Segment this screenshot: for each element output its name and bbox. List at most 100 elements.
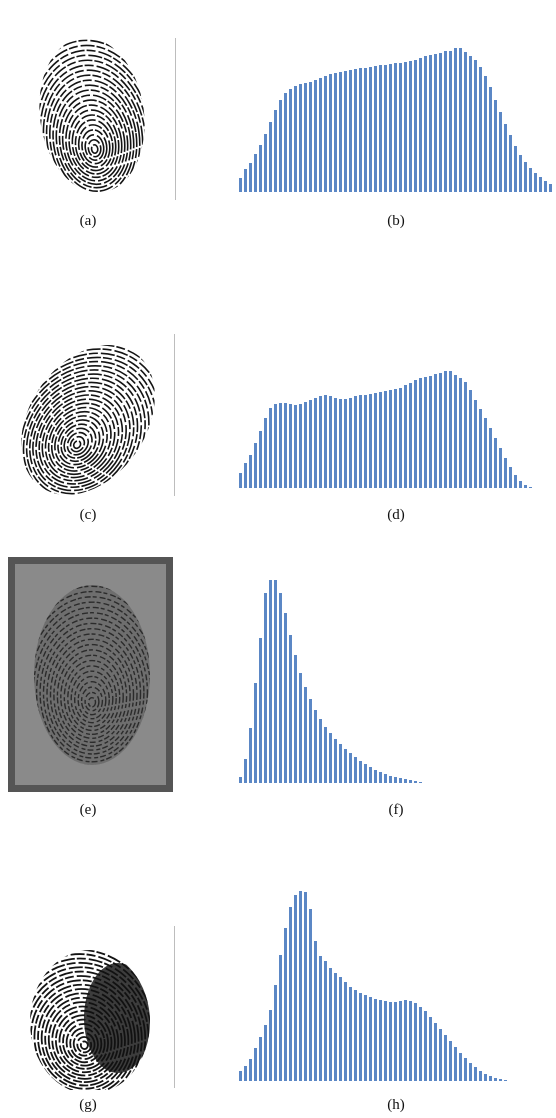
histogram-bar: [449, 371, 452, 488]
histogram-bar: [324, 395, 327, 488]
ridge-line: [80, 686, 104, 716]
histogram-bar: [299, 84, 302, 192]
histogram-bar: [414, 1003, 417, 1081]
histogram-bar: [464, 382, 467, 488]
histogram-bar: [339, 744, 342, 783]
histogram-bar: [449, 1041, 452, 1081]
histogram-bar: [354, 69, 357, 192]
histogram-bar: [429, 1017, 432, 1081]
histogram-bar: [499, 448, 502, 488]
histogram-bar: [334, 739, 337, 783]
histogram-bar: [404, 1000, 407, 1081]
histogram-bar: [379, 772, 382, 783]
histogram-bar: [239, 1071, 242, 1081]
histogram-bar: [339, 72, 342, 192]
histogram-bar: [449, 51, 452, 192]
histogram-bar: [439, 53, 442, 192]
histogram-bar: [489, 1076, 492, 1081]
ridge-line: [29, 30, 155, 200]
histogram-bar: [344, 749, 347, 783]
histogram-d: [236, 300, 556, 492]
histogram-bar: [349, 70, 352, 192]
histogram-bar: [294, 405, 297, 488]
histogram-bar: [279, 100, 282, 192]
histogram-bar: [334, 73, 337, 192]
histogram-bar: [439, 373, 442, 488]
histogram-bar: [349, 753, 352, 783]
histogram-bar: [254, 443, 257, 488]
ridge-line: [29, 30, 155, 200]
ridge-line: [60, 654, 124, 739]
histogram-bar: [379, 65, 382, 192]
histogram-bar: [269, 580, 272, 783]
histogram-bar: [519, 155, 522, 192]
histogram-bar: [404, 62, 407, 192]
fingerprint-image-g: [30, 950, 150, 1094]
fingerprint-image-c: [0, 327, 183, 521]
histogram-bar: [464, 1058, 467, 1081]
histogram-bar: [484, 1074, 487, 1081]
histogram-bar: [509, 135, 512, 192]
caption-g: (g): [79, 1097, 97, 1113]
ridge-line: [30, 957, 150, 1094]
histogram-bar: [379, 392, 382, 488]
finger-pad: [34, 585, 150, 765]
histogram-bar: [404, 385, 407, 488]
histogram-bar: [494, 438, 497, 488]
histogram-bar: [259, 431, 262, 488]
histogram-bar: [514, 146, 517, 192]
ridge-line: [57, 419, 101, 466]
histogram-bar: [359, 395, 362, 488]
histogram-bar: [474, 1067, 477, 1081]
histogram-bar: [469, 1063, 472, 1081]
histogram-bar: [304, 402, 307, 488]
ridge-line: [90, 144, 99, 155]
histogram-bar: [429, 55, 432, 192]
panel-c: [0, 327, 183, 521]
ridge-line: [49, 638, 135, 751]
histogram-bar: [499, 112, 502, 192]
histogram-bar: [454, 375, 457, 488]
histogram-bar: [414, 380, 417, 488]
histogram-bar: [324, 961, 327, 1081]
histogram-bar: [529, 487, 532, 488]
histogram-bar: [294, 86, 297, 192]
histogram-bar: [274, 110, 277, 192]
histogram-bar: [534, 173, 537, 192]
histogram-bar: [389, 64, 392, 192]
histogram-bar: [394, 777, 397, 783]
histogram-bar: [329, 74, 332, 192]
histogram-bar: [419, 378, 422, 488]
histogram-bar: [319, 78, 322, 192]
histogram-bar: [369, 767, 372, 783]
ridge-line: [61, 99, 126, 186]
histogram-bar: [299, 404, 302, 488]
histogram-bar: [524, 162, 527, 192]
ridge-line: [53, 643, 131, 747]
ridge-line: [66, 431, 89, 456]
panel-a: [22, 30, 182, 200]
histogram-bar: [294, 655, 297, 783]
histogram-bar: [244, 169, 247, 192]
ridge-line: [71, 114, 117, 175]
histogram-bar: [259, 1037, 262, 1081]
histogram-bar: [319, 956, 322, 1081]
ridge-line: [50, 410, 108, 472]
fingerprint-ridges: [29, 30, 155, 200]
histogram-bar: [284, 928, 287, 1081]
histogram-bar: [409, 1001, 412, 1081]
histogram-bar: [499, 1079, 502, 1081]
histogram-bar: [274, 985, 277, 1081]
ridge-line: [63, 427, 93, 459]
histogram-bar: [279, 403, 282, 488]
histogram-bar: [404, 779, 407, 783]
ridge-line: [68, 109, 120, 179]
ridge-line: [87, 697, 97, 708]
histogram-bar: [374, 999, 377, 1081]
histogram-h: [236, 875, 556, 1085]
ridge-line: [34, 590, 150, 765]
ridge-line: [77, 681, 107, 720]
histogram-bar: [379, 1000, 382, 1081]
histogram-bar: [459, 378, 462, 488]
histogram-bar: [264, 134, 267, 192]
